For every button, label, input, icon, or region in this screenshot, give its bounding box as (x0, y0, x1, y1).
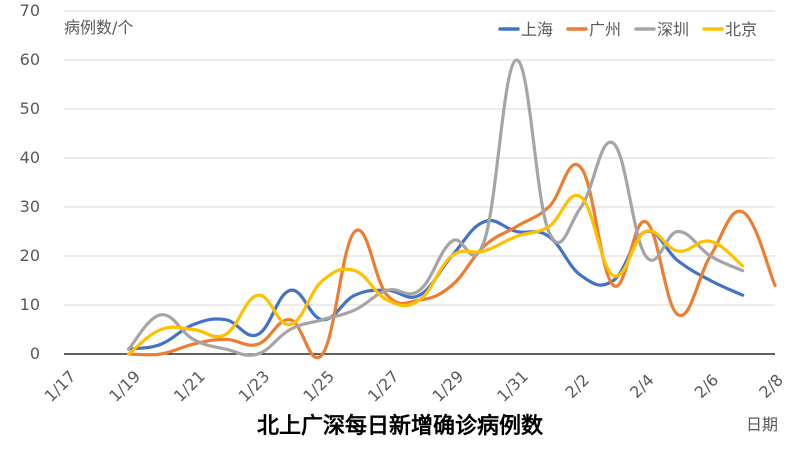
y-axis-title: 病例数/个 (64, 18, 133, 37)
legend-label: 广州 (589, 20, 621, 39)
legend-item: 北京 (702, 20, 757, 39)
y-tick-label: 20 (20, 246, 40, 265)
legend-item: 深圳 (634, 20, 689, 39)
x-tick-label: 1/17 (41, 367, 80, 406)
x-tick-label: 1/31 (493, 367, 532, 406)
y-tick-label: 50 (20, 99, 40, 118)
x-tick-label: 1/21 (170, 367, 209, 406)
series-line-4 (127, 193, 745, 356)
legend-label: 深圳 (657, 20, 689, 39)
legend-label: 北京 (725, 20, 757, 39)
y-tick-label: 40 (20, 148, 40, 167)
legend-label: 上海 (521, 20, 553, 39)
x-tick-label: 1/29 (429, 367, 468, 406)
x-tick-label: 2/4 (626, 370, 658, 402)
legend: 上海 广州 深圳 北京 (498, 20, 757, 39)
legend-item: 广州 (566, 20, 621, 39)
y-tick-label: 0 (30, 344, 40, 363)
gridlines (64, 10, 775, 306)
y-tick-label: 10 (20, 295, 40, 314)
x-tick-label: 2/2 (561, 370, 593, 402)
x-tick-label: 1/25 (299, 367, 338, 406)
legend-item: 上海 (498, 20, 553, 39)
series-line-1 (127, 218, 745, 351)
x-tick-label: 2/6 (691, 370, 723, 402)
x-tick-label: 1/19 (105, 367, 144, 406)
series-line-2 (127, 163, 777, 359)
axes: 0 10 20 30 40 50 60 70 1/17 1/19 1/21 1/23 1/25 1/27 1… (20, 1, 787, 406)
series-lines (127, 58, 777, 359)
x-tick-label: 2/8 (755, 370, 787, 402)
chart-title: 北上广深每日新增确诊病例数 (257, 413, 544, 439)
y-tick-label: 60 (20, 50, 40, 69)
series-line-3 (127, 58, 745, 357)
y-tick-label: 30 (20, 197, 40, 216)
y-tick-label: 70 (20, 1, 40, 20)
x-axis-title: 日期 (746, 415, 778, 434)
x-tick-label: 1/23 (235, 367, 274, 406)
x-tick-label: 1/27 (364, 367, 403, 406)
